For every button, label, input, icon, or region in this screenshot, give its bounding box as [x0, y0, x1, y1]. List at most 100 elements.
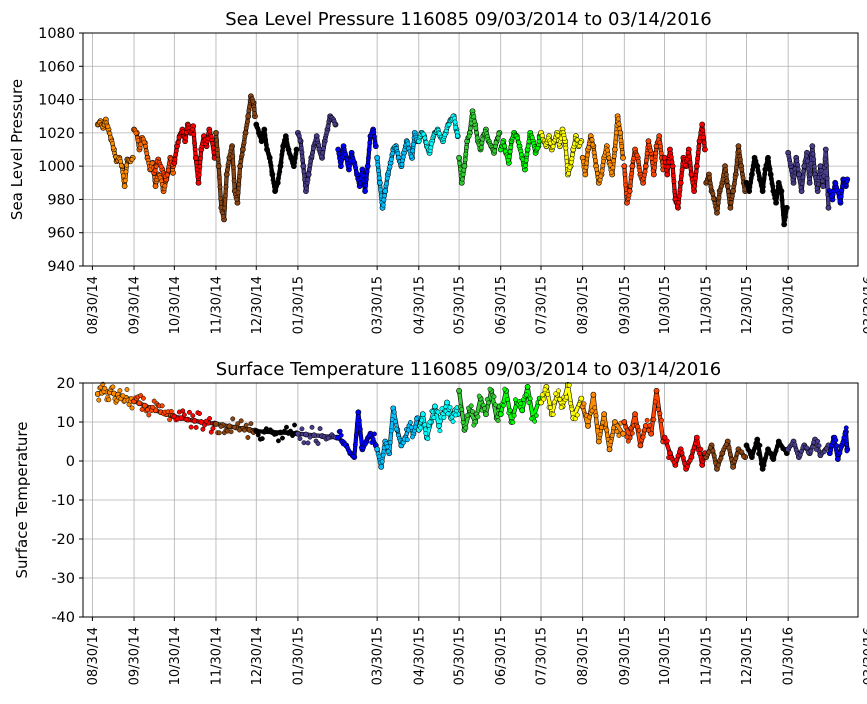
data-point [795, 162, 801, 168]
data-point [129, 156, 135, 162]
data-point [524, 383, 531, 390]
data-point [347, 163, 353, 169]
y-tick-label: -30 [51, 571, 75, 587]
data-point [730, 188, 736, 195]
data-point [222, 205, 228, 211]
x-tick-label: 08/30/14 [86, 627, 101, 685]
data-point [483, 411, 489, 418]
data-point [492, 148, 498, 154]
data-point [360, 172, 366, 178]
data-point [621, 163, 628, 170]
data-point [805, 158, 811, 164]
data-point [711, 196, 717, 202]
data-point [268, 163, 274, 169]
data-point [819, 178, 825, 184]
data-point [735, 143, 742, 150]
data-point [730, 463, 736, 470]
data-point [695, 149, 701, 155]
data-point [658, 143, 664, 149]
data-point [464, 145, 469, 150]
data-point [615, 116, 621, 122]
data-point [532, 418, 538, 424]
data-point [274, 181, 280, 186]
data-point [203, 418, 209, 424]
data-point [659, 417, 665, 423]
data-point [231, 424, 237, 430]
data-point [224, 167, 230, 173]
y-tick-label: -20 [51, 532, 75, 548]
data-point [422, 422, 428, 428]
data-point [423, 430, 429, 436]
data-point [129, 405, 135, 411]
data-point [226, 159, 232, 165]
data-point [774, 190, 780, 196]
data-point [563, 145, 569, 151]
data-point [321, 141, 327, 147]
data-point [516, 140, 522, 145]
data-point [624, 434, 630, 440]
data-point [293, 146, 300, 153]
data-point [301, 440, 307, 446]
x-tick-label: 07/30/15 [535, 627, 550, 685]
data-point [733, 165, 739, 170]
data-point [693, 175, 698, 181]
data-point [778, 187, 784, 193]
data-point [599, 168, 605, 174]
data-point [366, 147, 372, 153]
data-point [697, 451, 702, 456]
data-point [609, 169, 614, 175]
data-point [296, 133, 302, 139]
data-point [404, 437, 410, 443]
data-point [595, 438, 602, 445]
data-point [238, 418, 244, 424]
data-point [376, 454, 382, 460]
data-point [550, 411, 556, 417]
data-point [210, 425, 216, 431]
series-5 [295, 424, 340, 446]
data-point [723, 172, 729, 178]
data-point [637, 442, 644, 449]
data-point [787, 160, 793, 166]
data-point [216, 174, 222, 180]
data-point [190, 413, 196, 419]
series-3 [213, 416, 258, 440]
data-point [747, 184, 753, 190]
data-point [497, 411, 504, 418]
data-point [143, 143, 148, 149]
data-point [288, 153, 293, 159]
data-point [273, 187, 279, 193]
data-point [611, 146, 618, 153]
data-point [238, 158, 244, 164]
data-point [343, 151, 349, 157]
data-point [725, 189, 731, 194]
data-point [710, 448, 716, 454]
x-tick-label: 12/30/14 [250, 627, 265, 685]
data-point [695, 156, 700, 162]
data-point [680, 455, 686, 461]
data-point [216, 430, 222, 436]
data-point [524, 151, 530, 157]
data-point [364, 163, 371, 170]
data-point [357, 426, 363, 432]
data-point [655, 406, 661, 412]
data-point [252, 111, 258, 116]
data-point [425, 436, 431, 442]
series-18 [785, 143, 832, 211]
data-point [547, 405, 553, 411]
data-point [118, 162, 124, 168]
data-point [226, 423, 233, 430]
x-tick-label: 03/30/16 [862, 276, 867, 334]
data-point [664, 171, 671, 178]
data-point [463, 425, 469, 431]
data-point [724, 178, 730, 184]
data-point [183, 416, 189, 422]
data-point [110, 145, 116, 151]
data-point [733, 455, 739, 461]
data-point [658, 150, 664, 156]
data-point [181, 412, 187, 418]
data-point [719, 183, 725, 189]
data-point [413, 416, 419, 422]
data-point [833, 437, 839, 443]
data-point [653, 150, 659, 156]
